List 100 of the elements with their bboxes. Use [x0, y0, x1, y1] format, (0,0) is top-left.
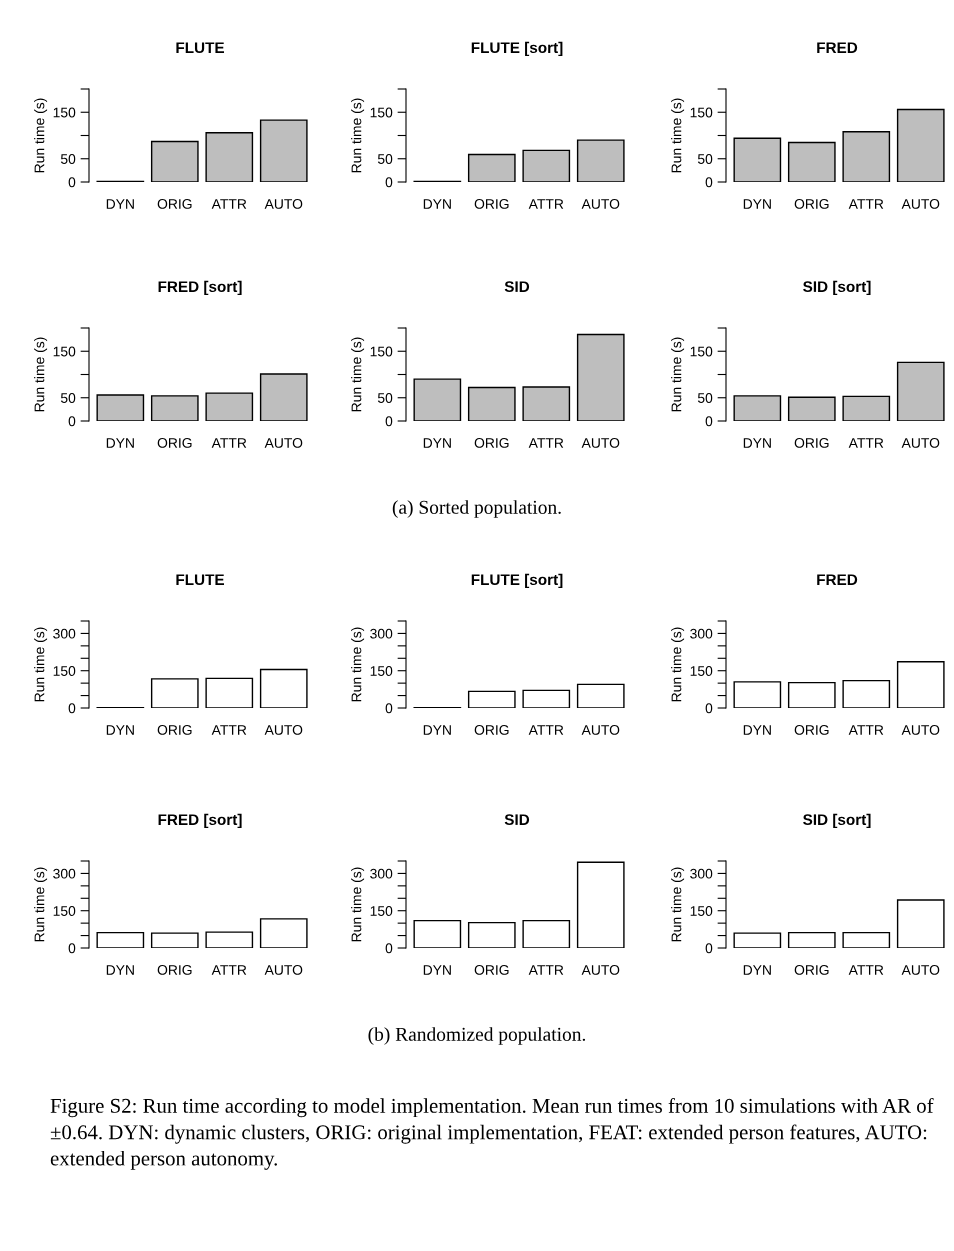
x-tick-label: DYN: [106, 199, 134, 209]
x-tick-label: AUTO: [581, 965, 620, 975]
x-tick-label: ATTR: [211, 438, 247, 448]
chart-title: SID [sort]: [803, 280, 871, 296]
bar: [896, 108, 945, 182]
bar: [787, 396, 836, 421]
chart-title: FRED: [817, 574, 858, 585]
bar: [896, 661, 945, 708]
y-tick-label: 150: [690, 666, 713, 676]
y-axis-title: Run time (s): [351, 867, 365, 942]
chart-title: SID [sort]: [803, 813, 871, 829]
y-tick-label: 0: [705, 416, 713, 427]
bar: [576, 333, 625, 421]
bar: [842, 131, 891, 182]
x-tick-label: ORIG: [157, 965, 192, 975]
bar: [522, 149, 571, 182]
bar: [150, 140, 199, 182]
chart-title: FRED [sort]: [158, 813, 242, 829]
bar: [576, 139, 625, 182]
y-axis-title: Run time (s): [351, 627, 365, 702]
x-tick-label: DYN: [743, 438, 771, 448]
y-tick-label: 150: [690, 906, 713, 916]
x-tick-label: DYN: [423, 725, 451, 735]
y-tick-label: 300: [690, 628, 713, 639]
bar: [733, 932, 782, 948]
x-tick-label: DYN: [106, 438, 134, 448]
y-tick-label: 0: [385, 177, 393, 188]
y-tick-label: 300: [690, 868, 713, 879]
y-tick-label: 50: [60, 393, 76, 403]
bar: [205, 677, 254, 708]
y-tick-label: 150: [370, 666, 393, 676]
x-tick-label: ORIG: [794, 199, 829, 209]
bar: [842, 679, 891, 708]
x-tick-label: ATTR: [211, 199, 247, 209]
y-tick-label: 50: [697, 154, 713, 164]
y-tick-label: 300: [370, 868, 393, 879]
y-tick-label: 150: [370, 346, 393, 357]
bar: [205, 931, 254, 948]
y-tick-label: 150: [370, 107, 393, 118]
caption: Figure S2: Run time according to model implementation. Mean run times from 10 simulations with AR of ±0.64. DYN: dynamic clusters, ORIG: original implementation, FEAT: extended person features, AUTO: extended person autonomy.: [50, 1098, 934, 1170]
chart-title: SID: [504, 814, 530, 826]
bar: [259, 668, 308, 708]
x-tick-label: DYN: [106, 965, 134, 975]
y-tick-label: 0: [68, 177, 76, 188]
bar: [787, 931, 836, 948]
bar: [259, 918, 308, 948]
bar: [842, 931, 891, 948]
bar: [733, 395, 782, 421]
bar: [842, 395, 891, 421]
y-axis-title: Run time (s): [671, 867, 685, 942]
bar: [150, 932, 199, 948]
y-axis-title: Run time (s): [351, 98, 365, 173]
bar: [522, 919, 571, 948]
y-axis-title: Run time (s): [34, 867, 48, 942]
bar: [733, 137, 782, 182]
bar: [576, 683, 625, 708]
bar: [96, 394, 145, 421]
x-tick-label: ATTR: [528, 965, 564, 975]
y-tick-label: 150: [690, 107, 713, 118]
bar: [522, 689, 571, 708]
y-tick-label: 50: [377, 154, 393, 164]
y-tick-label: 50: [697, 393, 713, 403]
chart-title: FLUTE: [176, 574, 225, 586]
y-tick-label: 150: [690, 346, 713, 357]
bar: [205, 132, 254, 182]
y-tick-label: 300: [370, 628, 393, 639]
bar: [733, 681, 782, 708]
x-tick-label: ORIG: [157, 438, 192, 448]
x-tick-label: ATTR: [211, 965, 247, 975]
x-tick-label: ORIG: [474, 438, 509, 448]
x-tick-label: DYN: [743, 199, 771, 209]
bar: [467, 153, 516, 182]
y-tick-label: 150: [370, 906, 393, 916]
x-tick-label: ATTR: [528, 438, 564, 448]
chart-title: FLUTE: [176, 42, 225, 54]
y-tick-label: 150: [53, 346, 76, 357]
x-tick-label: ORIG: [157, 725, 192, 735]
x-tick-label: ATTR: [848, 438, 884, 448]
x-tick-label: AUTO: [901, 965, 940, 975]
x-tick-label: AUTO: [581, 438, 620, 448]
chart-title: FRED [sort]: [158, 280, 242, 296]
y-axis-title: Run time (s): [671, 627, 685, 702]
x-tick-label: ATTR: [528, 199, 564, 209]
y-axis-title: Run time (s): [34, 627, 48, 702]
y-tick-label: 0: [385, 416, 393, 427]
x-tick-label: AUTO: [581, 199, 620, 209]
x-tick-label: AUTO: [901, 438, 940, 448]
x-tick-label: AUTO: [581, 725, 620, 735]
y-tick-label: 150: [53, 107, 76, 118]
x-tick-label: DYN: [423, 199, 451, 209]
y-tick-label: 0: [705, 703, 713, 714]
bar: [576, 861, 625, 948]
bar: [896, 361, 945, 421]
y-axis-title: Run time (s): [34, 98, 48, 173]
y-axis-title: Run time (s): [671, 337, 685, 412]
x-tick-label: ORIG: [794, 438, 829, 448]
bar: [787, 681, 836, 708]
y-tick-label: 0: [385, 943, 393, 954]
bar: [205, 392, 254, 421]
y-tick-label: 300: [53, 628, 76, 639]
